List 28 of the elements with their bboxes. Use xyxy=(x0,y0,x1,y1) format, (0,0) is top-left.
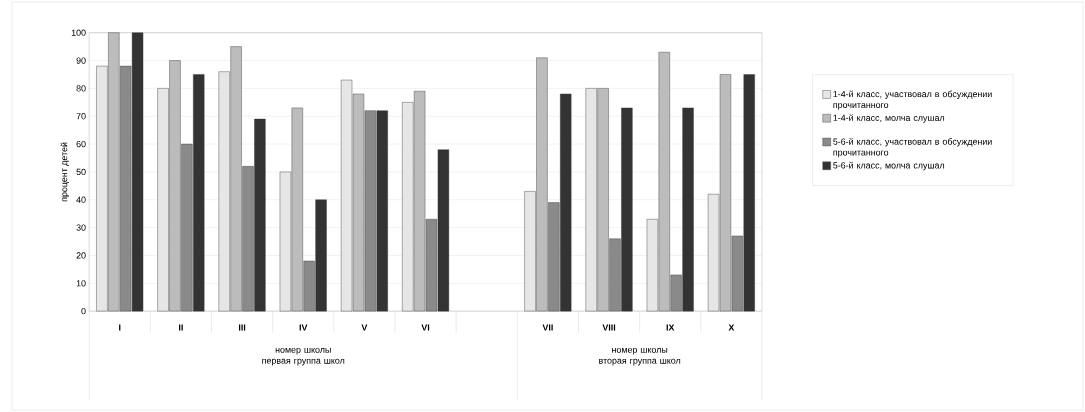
y-tick-label: 100 xyxy=(71,29,86,36)
text: номер школы вторая группа школ xyxy=(599,347,681,366)
x-tick-label: II xyxy=(179,324,183,331)
y-tick-label: 50 xyxy=(76,168,86,175)
x-tick-label: VIII xyxy=(602,324,616,331)
x-tick-label: VI xyxy=(421,324,430,331)
x-tick-label: IX xyxy=(666,324,675,331)
legend-label: 1-4-й класс, молча слушал xyxy=(833,114,945,123)
y-tick-label: 10 xyxy=(76,280,86,287)
legend-label: 5-6-й класс, участвовал в обсуждении прочитанного xyxy=(833,137,992,158)
x-tick-label: V xyxy=(361,324,368,331)
x-tick-label: X xyxy=(728,324,735,331)
legend-label: 1-4-й класс, участвовал в обсуждении прочитанного xyxy=(833,90,992,110)
y-tick-label: 80 xyxy=(76,85,86,92)
y-axis-title: процент детей xyxy=(60,142,70,202)
y-tick-label: 20 xyxy=(76,252,86,259)
text: номер школы первая группа школ xyxy=(262,347,345,366)
y-tick-label: 40 xyxy=(76,196,86,203)
x-tick-label: I xyxy=(119,324,121,331)
x-tick-label: VII xyxy=(542,324,553,331)
x-tick-label: IV xyxy=(299,324,308,331)
y-tick-label: 70 xyxy=(76,112,86,120)
legend-label: 5-6-й класс, молча слушал xyxy=(833,161,945,171)
y-tick-label: 90 xyxy=(76,57,86,64)
y-tick-label: 30 xyxy=(76,224,86,231)
y-tick-label: 60 xyxy=(76,140,86,148)
y-tick-label: 0 xyxy=(81,307,86,315)
x-tick-label: III xyxy=(238,324,246,331)
